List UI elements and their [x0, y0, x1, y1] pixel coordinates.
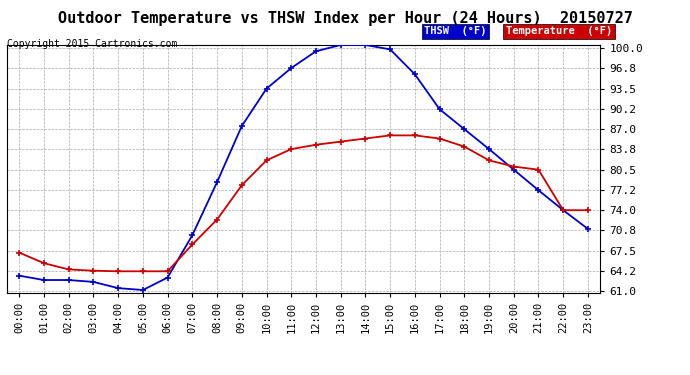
Text: THSW  (°F): THSW (°F)	[424, 26, 487, 36]
Text: Copyright 2015 Cartronics.com: Copyright 2015 Cartronics.com	[7, 39, 177, 50]
Text: Outdoor Temperature vs THSW Index per Hour (24 Hours)  20150727: Outdoor Temperature vs THSW Index per Ho…	[57, 11, 633, 26]
Text: Temperature  (°F): Temperature (°F)	[506, 26, 612, 36]
